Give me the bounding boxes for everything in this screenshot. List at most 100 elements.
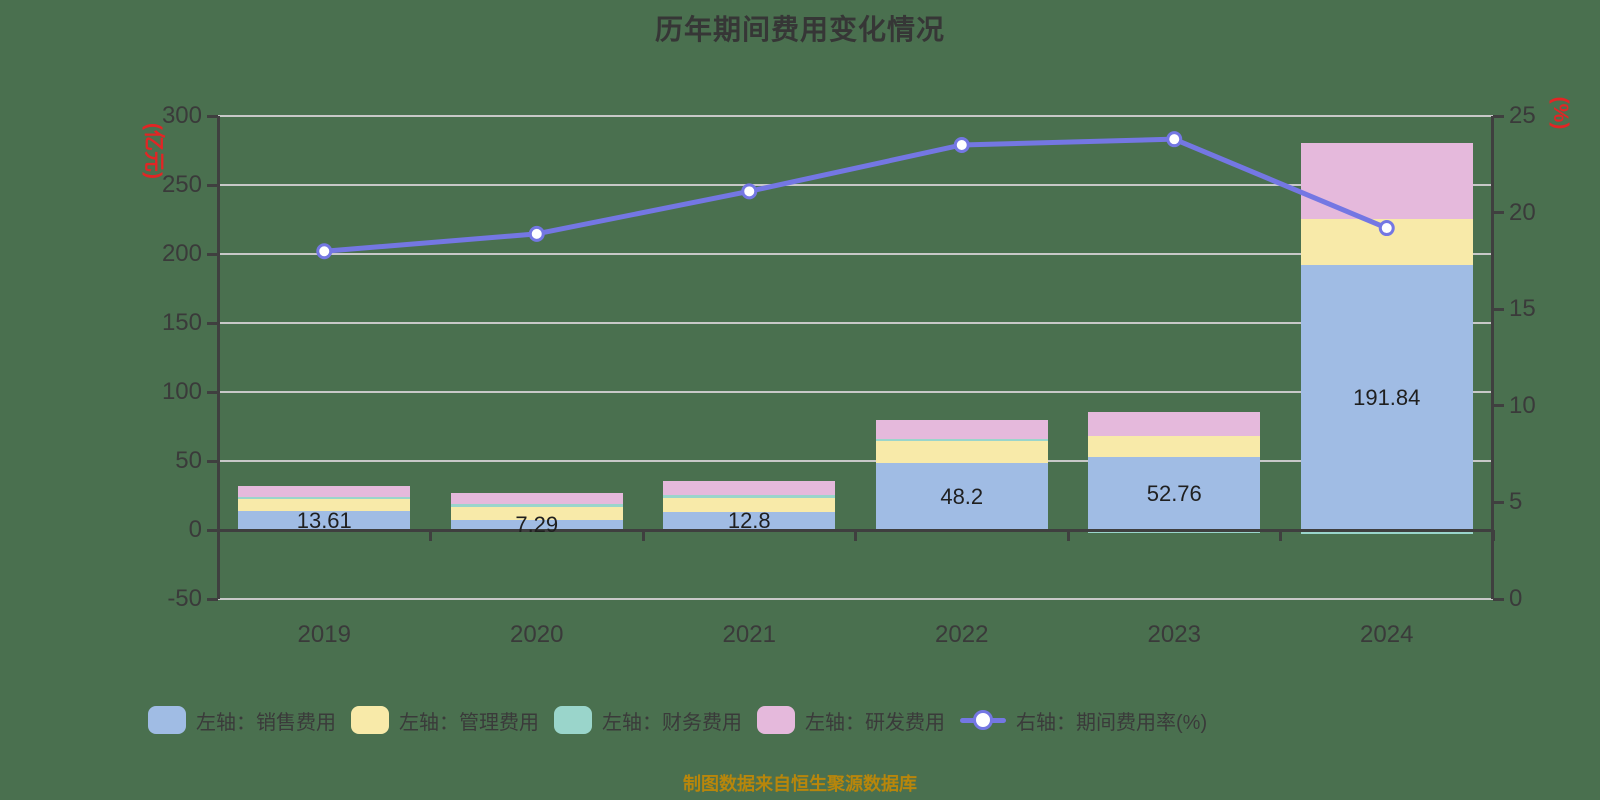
x-axis-tick — [1491, 530, 1495, 541]
left-axis-tick-label: -50 — [167, 585, 202, 612]
left-axis-tick — [207, 597, 218, 601]
x-axis-tick — [1066, 530, 1070, 541]
left-axis-tick — [207, 390, 218, 394]
left-axis-tick-label: 150 — [161, 309, 202, 336]
bar-segment-sales-2024[interactable] — [1300, 265, 1473, 530]
right-axis-tick — [1493, 404, 1504, 408]
x-axis-year-label: 2021 — [722, 621, 776, 648]
bar-segment-sales-2022[interactable] — [875, 463, 1048, 530]
bar-segment-fin-2020[interactable] — [450, 503, 623, 507]
left-axis-tick — [207, 183, 218, 187]
line-marker-2021[interactable] — [741, 183, 758, 200]
legend-item-sales[interactable]: 左轴：销售费用 — [148, 706, 336, 735]
x-axis-tick — [216, 530, 220, 541]
bar-segment-mgmt-2020[interactable] — [450, 506, 623, 520]
chart-title: 历年期间费用变化情况 — [654, 14, 945, 45]
legend-label-rnd: 左轴：研发费用 — [805, 711, 945, 734]
x-axis-year-label: 2024 — [1360, 621, 1414, 648]
bar-segment-rnd-2022[interactable] — [875, 420, 1048, 440]
bar-segment-fin-2023[interactable] — [1088, 531, 1261, 533]
x-axis-year-label: 2020 — [510, 621, 564, 648]
right-axis-tick-label: 20 — [1509, 198, 1536, 226]
left-axis-tick — [207, 321, 218, 325]
legend-item-rnd[interactable]: 左轴：研发费用 — [757, 706, 945, 735]
legend-label-sales: 左轴：销售费用 — [196, 711, 336, 734]
bar-segment-rnd-2021[interactable] — [663, 480, 836, 495]
plot-area: 300 250 200 150 100 50 0 -50 25 20 15 10 5 0 2019 2020 2… — [162, 102, 1536, 648]
grid-line — [218, 391, 1493, 393]
bar-value-label-2022: 48.2 — [940, 483, 984, 509]
right-axis-tick-label: 10 — [1509, 391, 1536, 419]
legend-item-rate[interactable]: 右轴：期间费用率(%) — [960, 706, 1207, 735]
x-axis-tick — [854, 530, 857, 541]
grid-line — [218, 460, 1493, 462]
legend-swatch-fin-icon — [554, 706, 592, 734]
legend-swatch-mgmt-icon — [351, 706, 389, 734]
grid-line — [218, 253, 1493, 255]
left-axis-tick — [207, 528, 218, 532]
legend: 左轴：销售费用 左轴：管理费用 左轴：财务费用 左轴：研发费用 右轴：期间费用率(%) — [148, 702, 1207, 738]
grid-line — [218, 598, 1493, 600]
x-axis-tick — [429, 530, 432, 541]
legend-swatch-sales-icon — [148, 706, 186, 734]
line-marker-2023[interactable] — [1166, 131, 1183, 148]
right-axis-tick — [1493, 597, 1504, 601]
bar-segment-fin-2024[interactable] — [1300, 531, 1473, 534]
bar-segment-fin-2019[interactable] — [238, 496, 411, 499]
grid-line — [218, 115, 1493, 117]
left-axis-tick — [207, 459, 218, 463]
chart-caption: 制图数据来自恒生聚源数据库 — [683, 774, 917, 794]
left-axis-tick-label: 200 — [161, 240, 202, 267]
legend-item-fin[interactable]: 左轴：财务费用 — [554, 706, 742, 735]
bar-segment-rnd-2024[interactable] — [1300, 142, 1473, 219]
left-axis-tick-label: 300 — [161, 102, 202, 129]
bar-segment-sales-2020[interactable] — [450, 519, 623, 530]
x-axis-tick — [1279, 530, 1282, 541]
left-axis-tick-label: 250 — [161, 171, 202, 198]
bar-segment-mgmt-2023[interactable] — [1088, 436, 1261, 458]
bar-value-label-2019: 13.61 — [296, 507, 352, 533]
legend-label-rate: 右轴：期间费用率(%) — [1016, 711, 1208, 734]
bar-value-label-2024: 191.84 — [1353, 384, 1421, 410]
bar-value-label-2021: 12.8 — [727, 508, 771, 534]
line-marker-2020[interactable] — [528, 225, 545, 242]
right-axis-tick-label: 5 — [1509, 488, 1523, 516]
bar-segment-rnd-2019[interactable] — [238, 485, 411, 497]
bar-segment-sales-2019[interactable] — [238, 511, 411, 530]
right-axis-tick — [1493, 211, 1504, 215]
left-axis-tick-label: 100 — [161, 378, 202, 405]
bar-segment-mgmt-2024[interactable] — [1300, 218, 1473, 266]
bar-value-label-2023: 52.76 — [1146, 480, 1202, 506]
right-axis-tick-label: 15 — [1509, 295, 1536, 323]
right-axis-line — [1491, 116, 1494, 599]
left-axis-line — [217, 116, 220, 599]
x-axis-tick — [641, 530, 645, 541]
x-axis-year-label: 2023 — [1147, 621, 1201, 648]
legend-label-mgmt: 左轴：管理费用 — [399, 711, 539, 734]
legend-label-fin: 左轴：财务费用 — [602, 711, 742, 734]
bar-value-label-2020: 7.29 — [515, 511, 559, 537]
bar-segment-rnd-2020[interactable] — [450, 492, 623, 504]
grid-line — [218, 322, 1493, 324]
expense-ratio-line — [321, 136, 1390, 254]
bar-segment-mgmt-2019[interactable] — [238, 498, 411, 512]
x-axis-year-label: 2022 — [935, 621, 989, 648]
bar-segment-sales-2023[interactable] — [1088, 457, 1261, 530]
left-axis-tick — [207, 114, 218, 118]
bar-segment-mgmt-2022[interactable] — [875, 440, 1048, 464]
bar-segment-fin-2021[interactable] — [663, 494, 836, 498]
line-marker-2022[interactable] — [953, 136, 970, 153]
right-axis-tick — [1493, 114, 1504, 118]
right-axis-tick-label: 25 — [1509, 102, 1536, 129]
bar-segment-fin-2022[interactable] — [875, 439, 1048, 441]
bar-segment-mgmt-2021[interactable] — [663, 497, 836, 513]
bar-segment-sales-2021[interactable] — [663, 512, 836, 530]
left-axis-tick-label: 50 — [175, 447, 202, 474]
legend-item-mgmt[interactable]: 左轴：管理费用 — [351, 706, 539, 735]
legend-line-marker-icon — [960, 706, 1006, 734]
right-axis-tick-label: 0 — [1509, 585, 1523, 612]
line-marker-2019[interactable] — [316, 243, 333, 260]
x-axis-year-label: 2019 — [297, 621, 351, 648]
bar-segment-rnd-2023[interactable] — [1088, 412, 1261, 437]
